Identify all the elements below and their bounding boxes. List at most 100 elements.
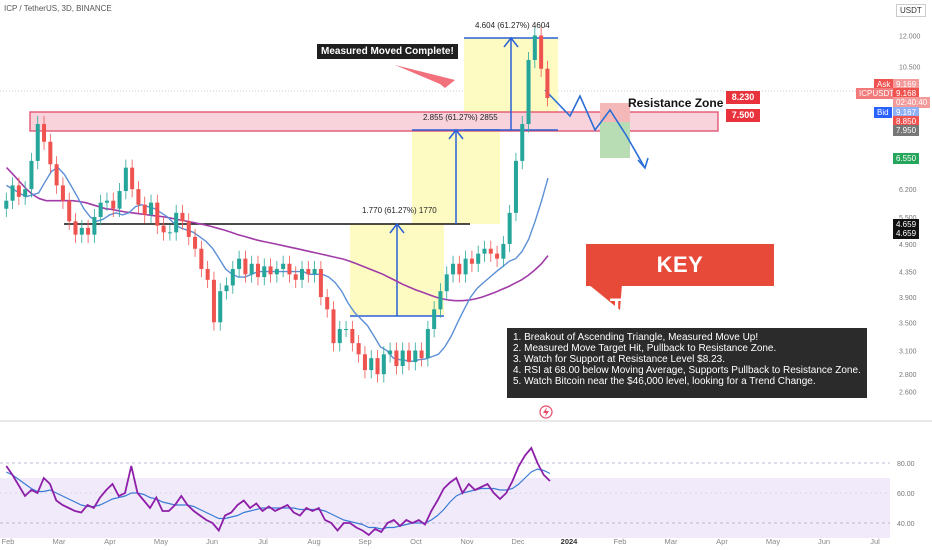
symbol-title: ICP / TetherUS, 3D, BINANCE — [4, 4, 112, 13]
time-tick: Feb — [614, 537, 627, 546]
candle — [526, 59, 531, 125]
candle — [23, 189, 28, 197]
candle — [432, 309, 437, 330]
time-tick: Mar — [53, 537, 66, 546]
measure-arrows — [350, 36, 558, 317]
candle — [224, 285, 229, 292]
candle — [4, 200, 9, 209]
candle — [67, 200, 72, 222]
candle — [249, 263, 254, 275]
candle — [180, 212, 185, 222]
candle — [35, 124, 40, 161]
lightning-icon[interactable] — [539, 405, 553, 419]
candle — [193, 236, 198, 249]
candle — [205, 268, 210, 280]
move3-label: 4.604 (61.27%) 4604 — [475, 21, 550, 30]
ask-price: 9.169 — [893, 79, 920, 90]
candle — [123, 167, 128, 192]
candle — [331, 309, 336, 344]
time-tick: May — [766, 537, 780, 546]
candle — [136, 189, 141, 205]
candle — [73, 221, 78, 235]
candle — [199, 248, 204, 269]
candle — [400, 350, 405, 367]
candle — [287, 263, 292, 275]
candle — [513, 160, 518, 213]
t1-price: 8.850 — [893, 116, 920, 127]
r2-price: 7.500 — [726, 109, 760, 122]
candle — [419, 350, 424, 359]
candle — [325, 297, 330, 310]
candle — [476, 253, 481, 264]
candle — [495, 253, 500, 259]
candle — [469, 258, 474, 264]
rsi-line — [5, 446, 551, 537]
candle — [457, 263, 462, 275]
rsi-tick: 80.00 — [897, 461, 915, 468]
candle — [48, 141, 53, 165]
candle — [444, 274, 449, 292]
candle — [532, 35, 537, 60]
candle — [451, 263, 456, 275]
candle — [300, 268, 305, 280]
candle — [10, 185, 15, 201]
price-tick: 12.000 — [899, 33, 921, 40]
candle — [482, 248, 487, 254]
candle — [186, 221, 191, 237]
candle — [211, 279, 216, 323]
price-tick: 4.900 — [899, 242, 917, 249]
candle — [42, 124, 47, 142]
move1-label: 1.770 (61.27%) 1770 — [362, 206, 437, 215]
currency-label[interactable]: USDT — [896, 4, 926, 17]
projection-path — [544, 89, 649, 170]
time-tick: Jul — [258, 537, 268, 546]
ma2-price: 4.659 — [893, 228, 920, 239]
candle — [356, 343, 361, 355]
price-tick: 5.500 — [899, 215, 917, 222]
countdown: 02:40:40 — [893, 97, 931, 108]
candle — [117, 191, 122, 209]
time-tick: Aug — [307, 537, 320, 546]
time-tick: Feb — [2, 537, 15, 546]
candle — [312, 268, 317, 275]
candle — [262, 266, 267, 278]
candle — [130, 167, 135, 190]
candle — [413, 350, 418, 363]
price-tick: 4.350 — [899, 270, 917, 277]
candle — [539, 35, 544, 69]
candle — [174, 212, 179, 233]
ask-label: Ask — [874, 79, 894, 90]
rsi-tick: 40.00 — [897, 521, 915, 528]
candle — [16, 185, 21, 197]
candle — [274, 268, 279, 275]
candle — [142, 204, 147, 215]
candle — [381, 354, 386, 375]
candle — [501, 243, 506, 259]
candle — [293, 274, 298, 280]
time-tick: Oct — [410, 537, 423, 546]
candle — [281, 263, 286, 269]
time-tick: Sep — [358, 537, 371, 546]
measured-label: Measured Moved Complete! — [317, 44, 458, 59]
takeaway-2: 2. Measured Move Target Hit, Pullback to… — [513, 343, 777, 354]
time-tick: Jun — [206, 537, 218, 546]
candle — [167, 232, 172, 234]
time-tick: Mar — [665, 537, 678, 546]
candle — [218, 291, 223, 323]
price-tick: 6.200 — [899, 187, 917, 194]
time-tick: Apr — [716, 537, 728, 546]
rsi-ma-line — [6, 468, 551, 530]
candle — [104, 200, 109, 203]
candle — [337, 329, 342, 344]
candle — [86, 227, 91, 235]
ma1-price: 4.659 — [893, 219, 920, 230]
candle — [79, 227, 84, 235]
candle — [438, 291, 443, 310]
bid-label: Bid — [874, 107, 892, 118]
candle — [350, 329, 355, 344]
candle — [243, 258, 248, 275]
takeaway-3: 3. Watch for Support at Resistance Level… — [513, 354, 725, 365]
price-tick: 3.900 — [899, 295, 917, 302]
move2-label: 2.855 (61.27%) 2855 — [423, 113, 498, 122]
candle — [507, 212, 512, 244]
